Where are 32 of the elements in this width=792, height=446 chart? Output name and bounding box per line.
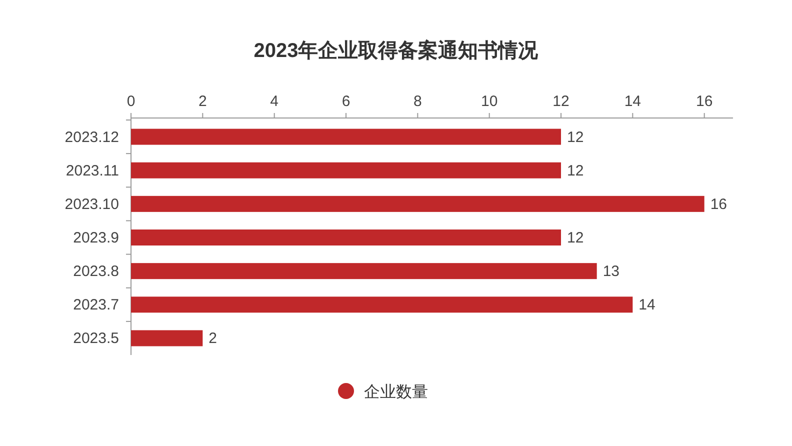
y-tick-label: 2023.11 [66, 162, 119, 180]
bar [131, 230, 561, 246]
y-tick-label: 2023.7 [73, 296, 119, 314]
data-label: 2 [208, 330, 218, 348]
x-tick-label: 6 [342, 93, 350, 110]
data-label: 12 [567, 128, 584, 146]
x-tick-label: 2 [198, 93, 207, 110]
x-tick-label: 10 [480, 93, 498, 110]
y-tick-label: 2023.9 [73, 230, 119, 246]
bar [131, 196, 704, 212]
x-tick-label: 12 [552, 93, 570, 110]
bar [131, 330, 203, 346]
legend-label: 企业数量 [364, 383, 428, 401]
data-label: 16 [710, 196, 728, 213]
x-tick-label: 14 [624, 93, 642, 110]
bar [131, 263, 597, 280]
y-tick-label: 2023.5 [73, 330, 119, 348]
y-tick-label: 2023.10 [64, 196, 119, 213]
bar [131, 128, 561, 145]
x-tick-label: 16 [696, 93, 713, 110]
data-label: 12 [567, 230, 584, 246]
bar [131, 296, 633, 313]
data-label: 12 [567, 162, 584, 180]
bar [131, 162, 561, 178]
data-label: 14 [638, 296, 656, 314]
y-tick-label: 2023.8 [73, 263, 119, 280]
y-tick-label: 2023.12 [64, 128, 119, 146]
data-label: 13 [602, 263, 620, 280]
chart-title: 2023年企业取得备案通知书情况 [254, 39, 540, 62]
x-tick-label: 4 [270, 93, 279, 110]
x-tick-label: 8 [413, 93, 422, 110]
x-tick-label: 0 [126, 93, 136, 110]
